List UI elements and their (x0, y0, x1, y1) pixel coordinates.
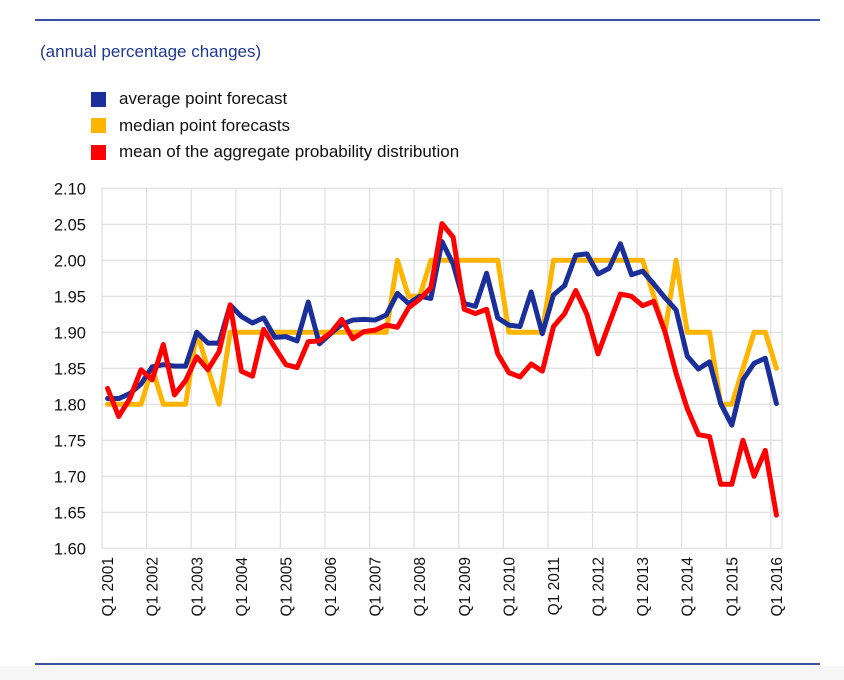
x-axis-ticks: Q1 2001 Q1 2002 Q1 2003 Q1 2004 Q1 2005 Q1 20… (100, 557, 786, 617)
series-lines (105, 221, 779, 518)
x-tick-label: Q1 2013 (635, 557, 652, 616)
y-tick-label: 1.75 (54, 432, 86, 450)
legend: average point forecast median point fore… (91, 86, 459, 166)
x-tick-label: Q1 2010 (501, 557, 518, 617)
legend-label-average: average point forecast (119, 89, 288, 109)
y-tick-label: 1.90 (54, 324, 86, 342)
y-axis-ticks: 2.10 2.05 2.00 1.95 1.90 1.85 1.80 1.75 1.70 1.65… (54, 180, 86, 558)
x-tick-label: Q1 2016 (769, 557, 786, 616)
x-tick-label: Q1 2004 (234, 557, 251, 617)
y-tick-label: 1.85 (54, 360, 86, 378)
x-tick-label: Q1 2002 (145, 557, 162, 616)
legend-item-average: average point forecast (91, 86, 459, 113)
chart-subtitle: (annual percentage changes) (40, 42, 262, 61)
series-mean-aggregate-distribution (105, 221, 779, 518)
legend-item-mean: mean of the aggregate probability distri… (91, 139, 459, 166)
y-tick-label: 1.95 (54, 288, 86, 306)
legend-swatch-mean (91, 144, 106, 160)
x-tick-label: Q1 2006 (323, 557, 340, 616)
y-tick-label: 2.05 (54, 216, 86, 234)
x-tick-label: Q1 2015 (724, 557, 741, 616)
y-tick-label: 1.80 (54, 396, 86, 414)
x-tick-label: Q1 2007 (368, 557, 385, 616)
y-tick-label: 1.65 (54, 504, 86, 522)
y-tick-label: 1.60 (54, 540, 86, 558)
y-tick-label: 2.10 (54, 180, 86, 198)
x-tick-label: Q1 2008 (412, 557, 429, 616)
x-tick-label: Q1 2011 (546, 557, 563, 615)
footer-background (0, 666, 844, 680)
legend-swatch-average (91, 91, 106, 107)
legend-item-median: median point forecasts (91, 113, 459, 140)
x-tick-label: Q1 2014 (680, 557, 697, 617)
x-tick-label: Q1 2003 (189, 557, 206, 616)
legend-label-mean: mean of the aggregate probability distri… (119, 142, 460, 162)
x-tick-label: Q1 2001 (100, 557, 117, 616)
x-tick-label: Q1 2005 (278, 557, 295, 616)
bottom-rule (35, 663, 820, 665)
legend-swatch-median (91, 118, 106, 134)
y-tick-label: 1.70 (54, 468, 86, 486)
legend-label-median: median point forecasts (119, 115, 291, 135)
x-tick-label: Q1 2012 (591, 557, 608, 616)
x-tick-label: Q1 2009 (457, 557, 474, 616)
top-rule (35, 19, 820, 21)
y-tick-label: 2.00 (54, 252, 86, 270)
